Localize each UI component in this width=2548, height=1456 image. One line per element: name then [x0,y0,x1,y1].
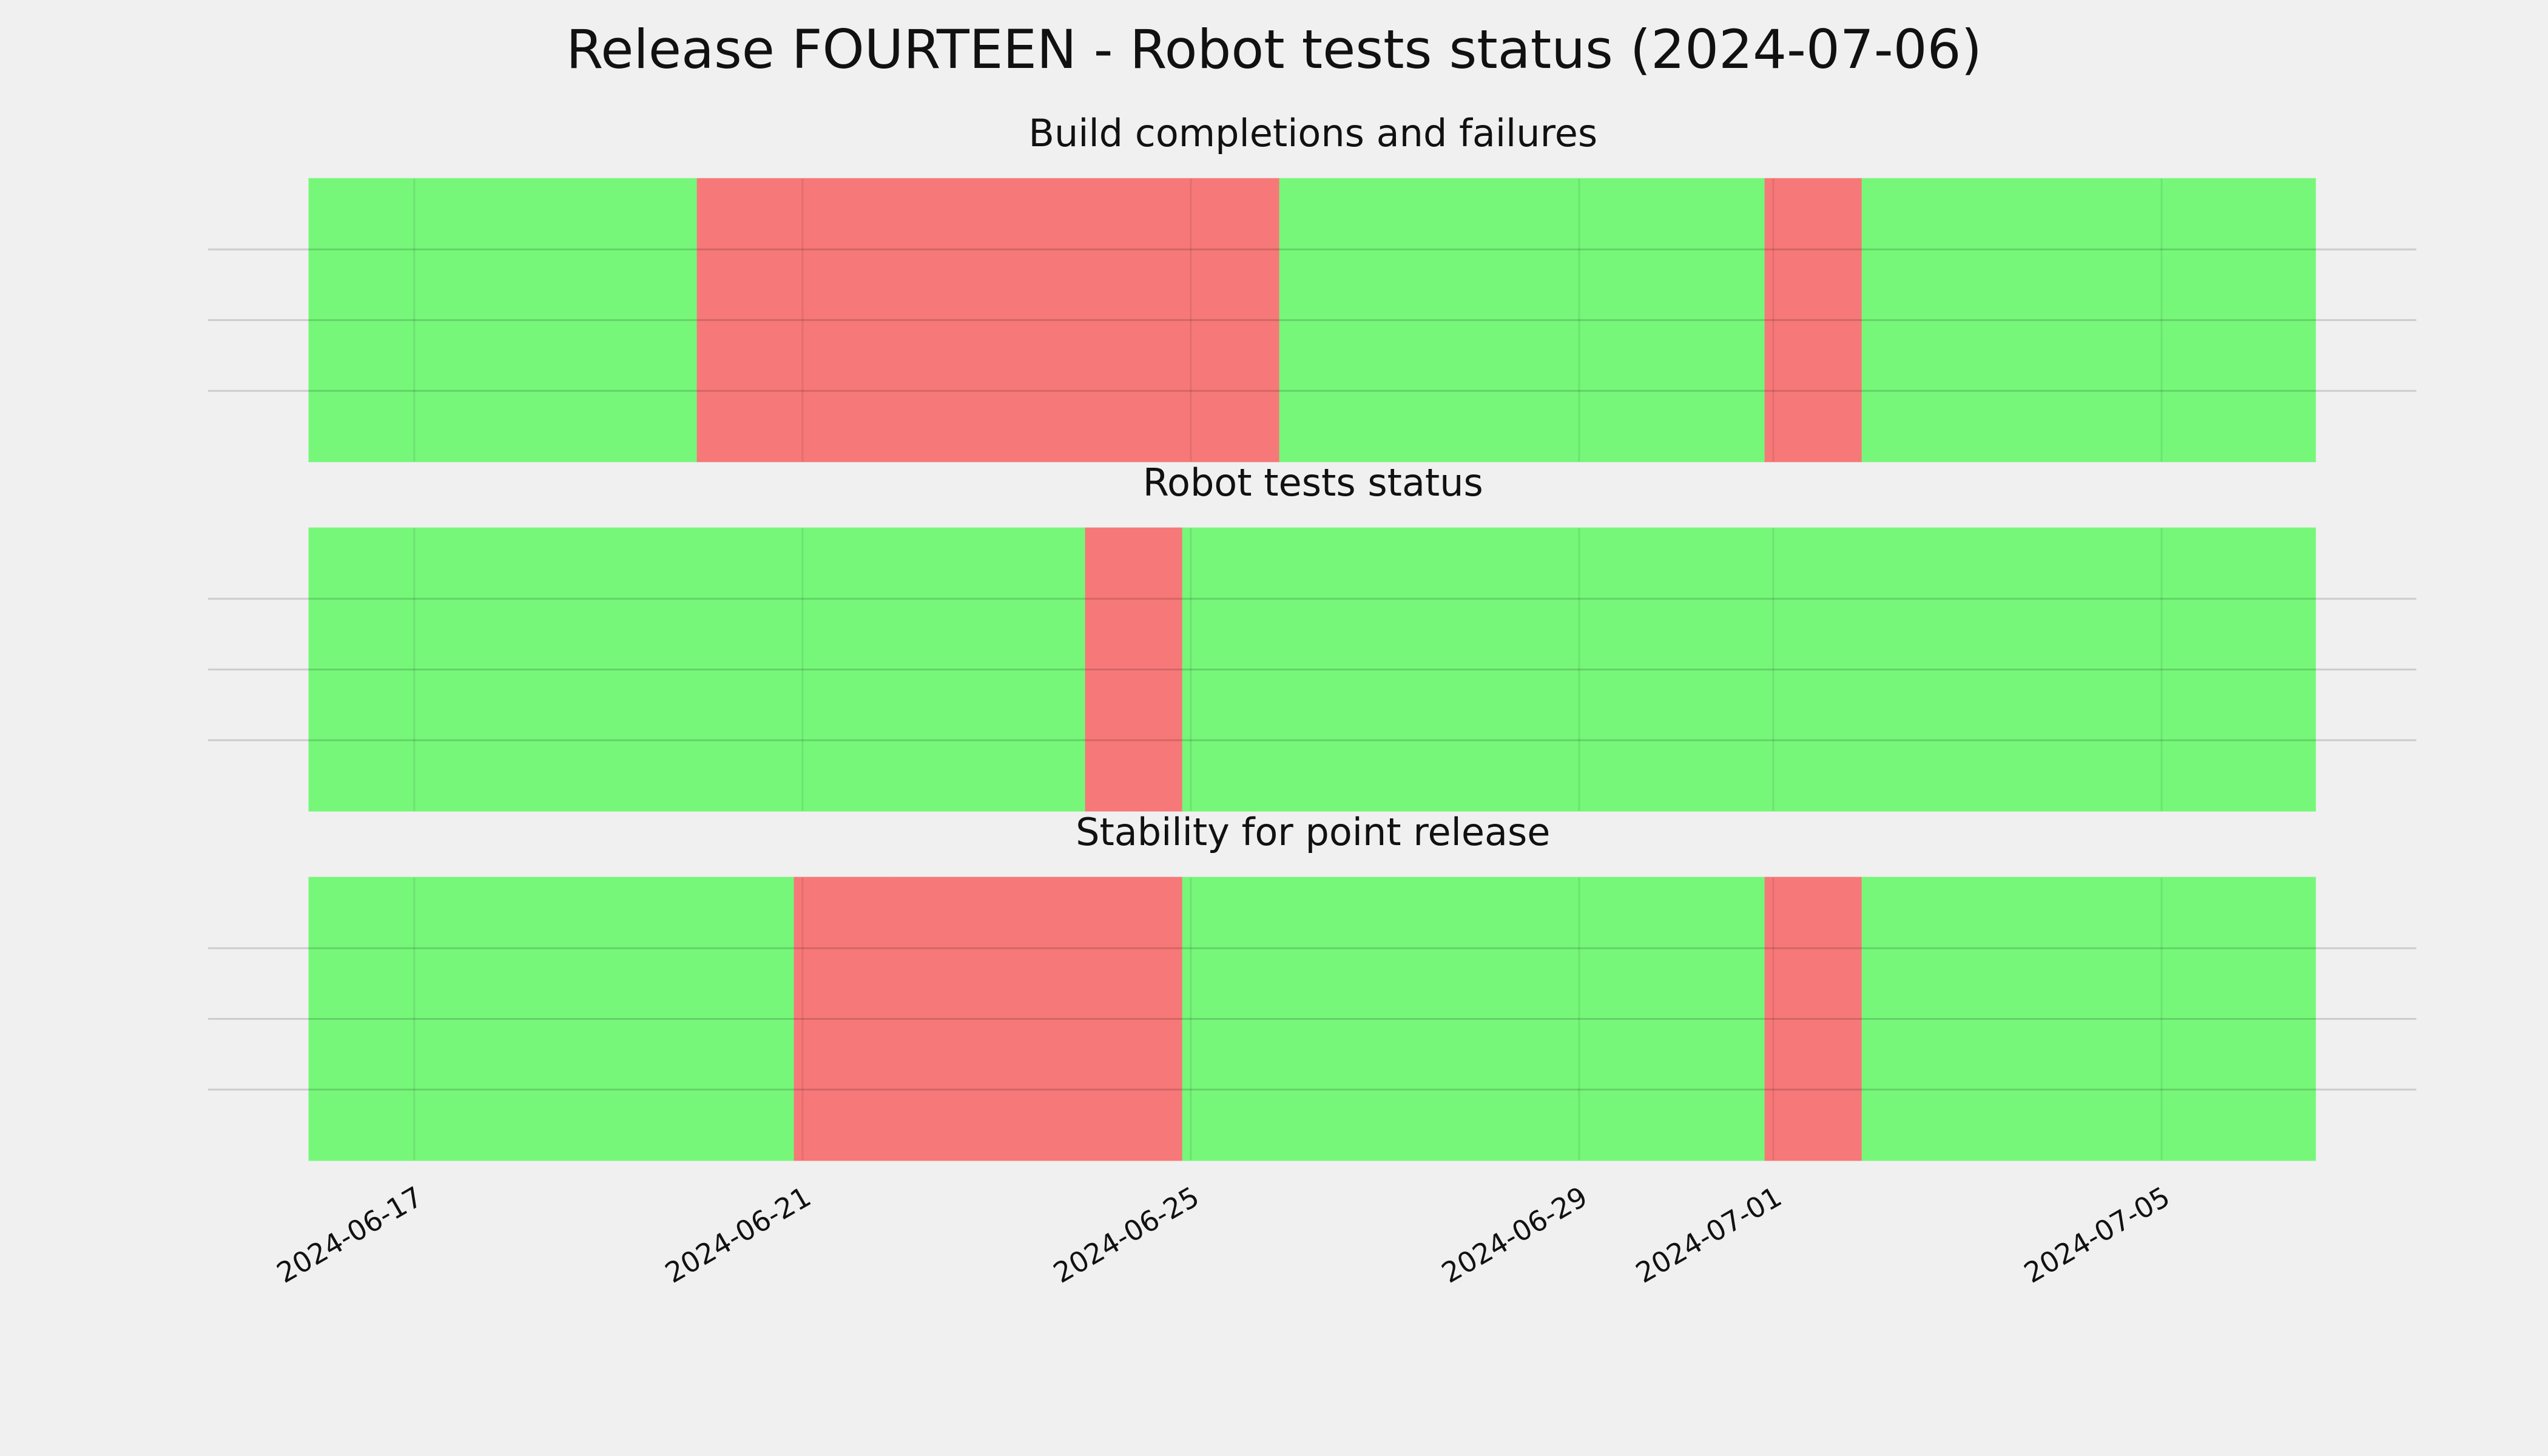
status-span [1182,877,1766,1161]
status-span [1279,178,1766,462]
status-span [1861,877,2316,1161]
status-span [1861,178,2316,462]
status-span [1764,178,1863,462]
status-span [1182,527,2316,812]
chart-title: Release FOURTEEN - Robot tests status (2… [566,18,1982,81]
status-span [308,178,698,462]
status-span [794,877,892,1161]
status-span [1764,877,1863,1161]
status-span [1085,527,1184,812]
status-span [696,178,1281,462]
panel-title: Robot tests status [1143,460,1483,505]
status-span [308,527,1087,812]
status-span [308,877,795,1161]
panel-title: Build completions and failures [1028,111,1597,155]
panel-title: Stability for point release [1076,810,1550,854]
status-span [891,877,1087,1161]
status-span [1085,877,1184,1161]
